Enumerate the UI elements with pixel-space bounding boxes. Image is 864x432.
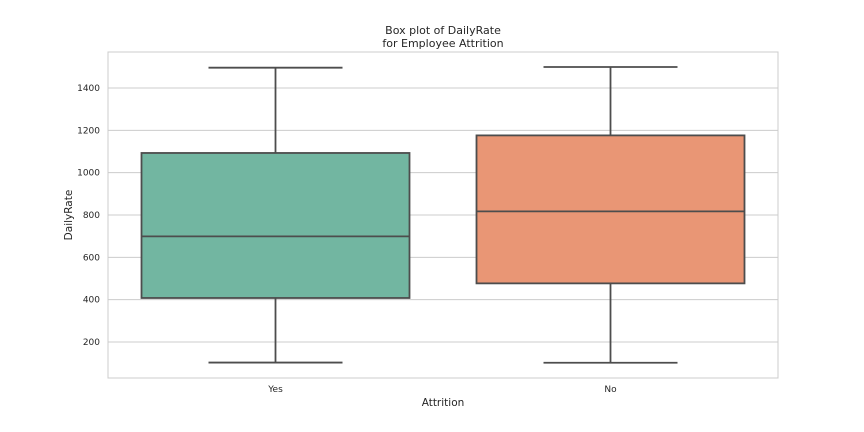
plot-frame — [107, 51, 779, 379]
y-tick-label: 1200 — [77, 126, 100, 136]
y-tick-labels: 200 400 600 800 1000 1200 1400 — [77, 84, 100, 348]
y-tick-label: 400 — [83, 296, 100, 306]
boxes — [140, 66, 746, 364]
chart-title-line-1: Box plot of DailyRate — [385, 24, 501, 37]
x-tick-labels: Yes No — [267, 385, 617, 395]
box-yes — [140, 66, 411, 364]
y-tick-label: 600 — [83, 253, 100, 263]
y-tick-label: 800 — [83, 211, 100, 221]
chart-title-line-2: for Employee Attrition — [382, 37, 503, 50]
x-axis-label: Attrition — [422, 397, 465, 409]
y-axis-label: DailyRate — [63, 190, 75, 241]
iqr-box — [140, 152, 411, 299]
y-tick-label: 200 — [83, 338, 100, 348]
box-no — [475, 66, 746, 364]
x-tick-label: No — [604, 385, 617, 395]
iqr-box — [475, 134, 746, 285]
y-tick-label: 1400 — [77, 84, 100, 94]
y-tick-label: 1000 — [77, 169, 100, 179]
x-tick-label: Yes — [267, 385, 283, 395]
